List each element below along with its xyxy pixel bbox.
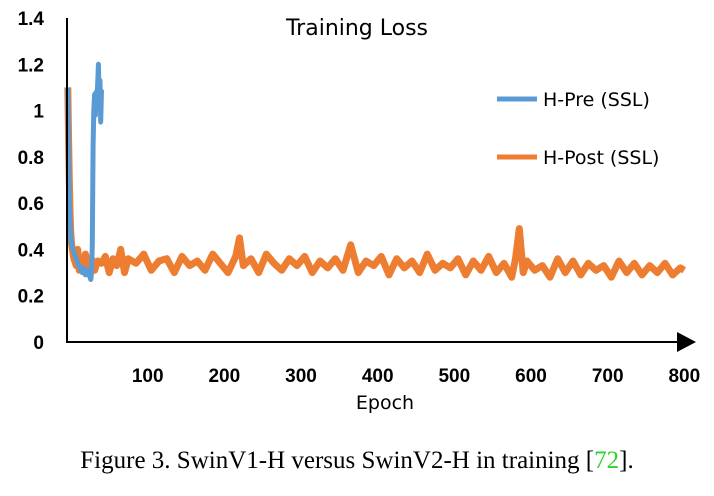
series-layer <box>64 61 687 282</box>
chart-title: Training Loss <box>285 16 428 41</box>
y-tick-label: 0 <box>33 333 44 354</box>
x-axis-label: Epoch <box>356 392 414 414</box>
y-tick-label: 0.6 <box>18 194 44 215</box>
y-tick-label: 1.2 <box>18 55 44 76</box>
series-line-h-post <box>64 87 687 281</box>
legend-label-h-pre: H-Pre (SSL) <box>543 89 650 111</box>
x-tick-label: 500 <box>438 366 470 387</box>
figure-caption: Figure 3. SwinV1-H versus SwinV2-H in tr… <box>0 447 714 475</box>
x-tick-label: 100 <box>132 366 164 387</box>
y-axis-tick-labels: 0 0.2 0.4 0.6 0.8 1 1.2 1.4 <box>18 9 45 354</box>
x-axis-arrowhead <box>677 332 696 352</box>
x-axis-tick-labels: 100 200 300 400 500 600 700 800 <box>132 366 700 387</box>
x-tick-label: 200 <box>208 366 240 387</box>
x-tick-label: 700 <box>592 366 624 387</box>
y-tick-label: 0.4 <box>18 240 45 261</box>
x-tick-label: 300 <box>285 366 317 387</box>
y-tick-label: 1 <box>33 102 44 123</box>
x-tick-label: 400 <box>362 366 394 387</box>
caption-reference-link[interactable]: 72 <box>594 447 620 474</box>
x-tick-label: 800 <box>668 366 700 387</box>
y-tick-label: 0.2 <box>18 287 44 308</box>
x-tick-label: 600 <box>515 366 547 387</box>
legend-label-h-post: H-Post (SSL) <box>543 147 659 169</box>
series-line-h-pre <box>65 61 104 282</box>
y-tick-label: 0.8 <box>18 148 44 169</box>
caption-text: Figure 3. SwinV1-H versus SwinV2-H in tr… <box>80 447 595 474</box>
training-loss-chart: Training Loss 0 0.2 0.4 0.6 0.8 1 1.2 1.4 100 20… <box>18 9 701 414</box>
y-tick-label: 1.4 <box>18 9 45 30</box>
legend: H-Pre (SSL) H-Post (SSL) <box>497 89 659 169</box>
caption-end: ]. <box>619 447 634 474</box>
